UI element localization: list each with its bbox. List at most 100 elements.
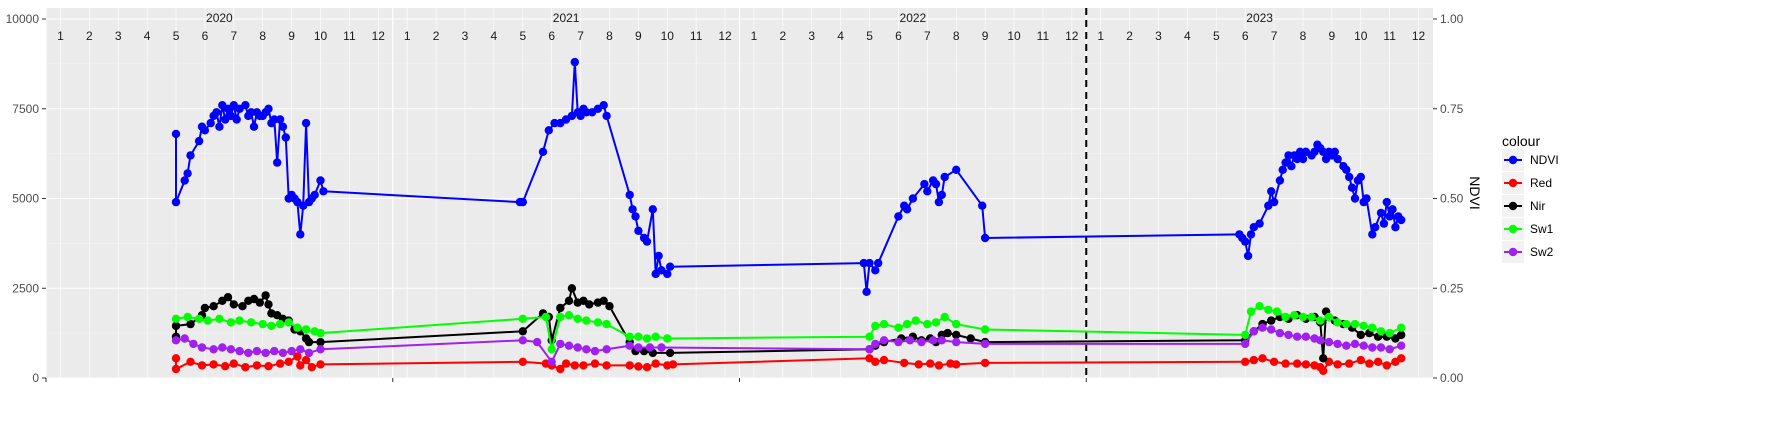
month-label: 12: [1412, 29, 1426, 43]
data-point-red: [556, 364, 565, 374]
data-point-ndvi: [183, 169, 192, 178]
left-tick-label: 2500: [12, 281, 39, 295]
data-point-red: [871, 357, 880, 366]
data-point-sw1: [518, 314, 527, 323]
data-point-sw1: [267, 321, 276, 331]
data-point-ndvi: [1382, 197, 1392, 207]
data-point-ndvi: [862, 287, 871, 296]
data-point-sw1: [1350, 319, 1360, 329]
data-point-ndvi: [625, 190, 634, 200]
data-point-sw2: [235, 346, 244, 356]
month-label: 1: [751, 29, 758, 43]
right-tick-label: 0.25: [1440, 281, 1464, 295]
data-point-nir: [1267, 316, 1276, 325]
data-point-ndvi: [1350, 194, 1360, 203]
data-point-red: [651, 359, 660, 368]
data-point-sw1: [1246, 307, 1256, 316]
data-point-sw1: [247, 318, 256, 327]
data-point-ndvi: [1385, 212, 1394, 221]
data-point-ndvi: [1241, 237, 1250, 246]
data-point-ndvi: [871, 266, 880, 275]
month-label: 8: [1300, 29, 1307, 43]
month-label: 6: [895, 29, 902, 43]
month-label: 3: [808, 29, 815, 43]
data-point-ndvi: [249, 122, 259, 131]
data-point-ndvi: [232, 115, 241, 124]
data-point-red: [900, 358, 909, 368]
month-label: 5: [519, 29, 526, 43]
data-point-sw2: [1333, 339, 1342, 349]
data-point-sw1: [275, 319, 285, 329]
data-point-sw2: [645, 343, 655, 352]
data-point-sw2: [634, 343, 643, 352]
data-point-red: [926, 359, 935, 368]
data-point-sw2: [180, 334, 189, 343]
data-point-red: [264, 362, 273, 371]
month-label: 1: [57, 29, 64, 43]
data-point-ndvi: [1243, 251, 1253, 261]
data-point-ndvi: [665, 262, 675, 271]
month-label: 9: [982, 29, 989, 43]
data-point-ndvi: [270, 115, 279, 124]
data-point-sw2: [226, 345, 236, 354]
data-point-sw1: [1255, 302, 1264, 311]
data-point-sw2: [261, 348, 270, 358]
data-point-sw1: [564, 311, 574, 320]
data-point-nir: [209, 302, 218, 311]
data-point-red: [570, 361, 579, 370]
month-label: 4: [1184, 29, 1191, 43]
data-point-red: [1319, 366, 1328, 375]
data-point-sw1: [980, 325, 990, 334]
data-point-nir: [255, 298, 264, 307]
month-label: 10: [1354, 29, 1368, 43]
data-point-red: [1301, 360, 1311, 369]
legend-key-point: [1508, 201, 1518, 211]
right-tick-label: 0.75: [1440, 102, 1464, 116]
data-point-ndvi: [1345, 172, 1354, 182]
month-label: 10: [1007, 29, 1021, 43]
data-point-sw2: [602, 345, 611, 354]
data-point-nir: [585, 300, 594, 309]
data-point-sw2: [952, 337, 961, 347]
data-point-red: [293, 352, 302, 361]
data-point-red: [879, 355, 889, 365]
data-point-sw1: [1241, 330, 1250, 340]
month-label: 2: [780, 29, 787, 43]
data-point-sw2: [518, 336, 527, 345]
data-point-ndvi: [1295, 147, 1305, 156]
data-point-ndvi: [663, 269, 672, 279]
data-point-sw1: [1333, 318, 1342, 327]
data-point-sw2: [871, 339, 880, 349]
data-point-red: [275, 359, 285, 368]
month-label: 2: [433, 29, 440, 43]
data-point-ndvi: [1376, 208, 1386, 218]
data-point-sw2: [1249, 327, 1259, 336]
data-point-ndvi: [544, 126, 553, 135]
data-point-ndvi: [654, 251, 663, 261]
data-point-sw2: [1385, 345, 1394, 354]
series-sw1: [171, 302, 1406, 354]
data-point-sw1: [894, 323, 903, 332]
data-point-sw1: [1368, 323, 1377, 332]
legend-label: Red: [1530, 176, 1552, 190]
data-point-ndvi: [908, 194, 918, 203]
month-label: 8: [953, 29, 960, 43]
data-point-red: [296, 361, 305, 370]
data-point-red: [1281, 359, 1290, 368]
data-point-sw2: [879, 336, 889, 345]
data-point-ndvi: [186, 151, 195, 160]
data-point-sw2: [1316, 336, 1325, 345]
legend-key-point: [1508, 178, 1518, 188]
data-point-ndvi: [894, 212, 903, 221]
data-point-sw1: [642, 334, 652, 343]
data-point-ndvi: [631, 212, 640, 221]
data-point-ndvi: [865, 258, 874, 268]
data-point-ndvi: [642, 237, 652, 246]
data-point-red: [221, 362, 230, 371]
month-label: 3: [115, 29, 122, 43]
data-point-red: [590, 359, 600, 368]
data-point-sw2: [1324, 337, 1334, 347]
data-point-sw1: [1307, 312, 1316, 322]
data-point-red: [1365, 359, 1374, 368]
